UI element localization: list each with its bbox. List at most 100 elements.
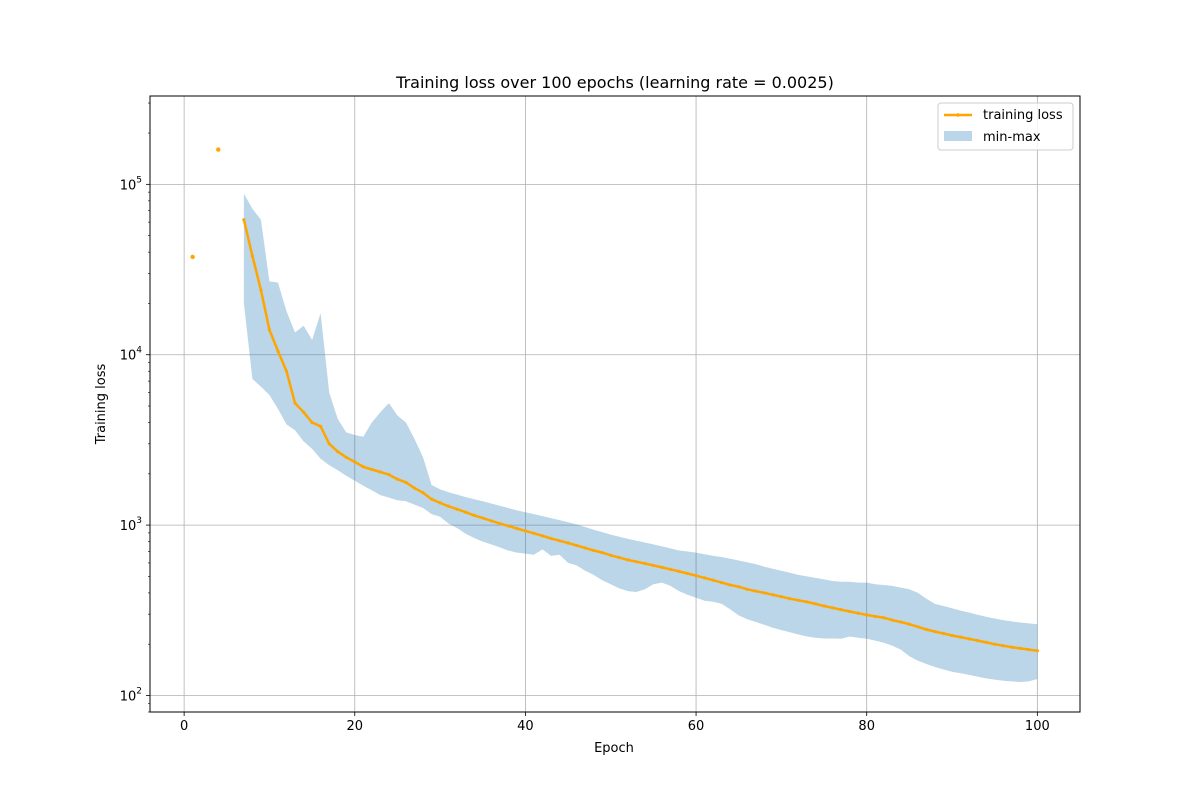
training-loss-point (447, 504, 451, 508)
x-tick-label: 60 (688, 719, 705, 734)
y-tick-label: 104 (120, 346, 143, 364)
x-axis-title: Epoch (594, 741, 634, 756)
training-loss-point (967, 637, 971, 641)
training-loss-point (600, 550, 604, 555)
y-tick-label: 105 (120, 175, 142, 193)
y-tick-label-exponent: 4 (136, 346, 142, 356)
legend-label-min-max: min-max (983, 130, 1041, 145)
training-loss-point (609, 553, 613, 557)
training-loss-point (882, 616, 886, 620)
training-loss-point (993, 642, 997, 646)
training-loss-point (592, 548, 596, 553)
training-loss-point (455, 507, 459, 511)
training-loss-point (489, 519, 493, 523)
training-loss-point (557, 539, 562, 543)
y-tick-label-exponent: 5 (136, 175, 142, 185)
training-loss-point (284, 369, 289, 373)
training-loss-point (771, 593, 775, 597)
training-loss-point (506, 524, 510, 528)
training-loss-point (319, 424, 323, 428)
training-loss-point (412, 486, 417, 490)
training-loss-point (549, 536, 553, 541)
y-tick-label-base: 10 (120, 689, 137, 704)
legend-band-swatch (944, 131, 972, 141)
training-loss-point (617, 555, 621, 560)
training-loss-point (984, 640, 988, 644)
training-loss-point (301, 410, 306, 414)
training-loss-point (523, 529, 528, 533)
training-loss-point (472, 513, 476, 518)
grid (150, 96, 1080, 712)
y-tick-label-base: 10 (120, 349, 137, 364)
training-loss-point (532, 531, 536, 535)
y-tick-label: 102 (120, 686, 142, 704)
training-loss-point (259, 288, 263, 292)
training-loss-point (634, 560, 638, 564)
min-max-band-area (243, 193, 1038, 683)
training-loss-point (327, 442, 331, 446)
training-loss-point (387, 472, 391, 477)
training-loss-point (924, 627, 929, 632)
x-tick-label: 20 (346, 719, 363, 734)
training-loss-point (941, 631, 946, 636)
x-tick-label: 80 (858, 719, 875, 734)
training-loss-isolated-point (190, 254, 195, 260)
training-loss-point (873, 614, 877, 619)
training-loss-point (540, 534, 545, 538)
legend: training loss min-max (937, 102, 1074, 151)
training-loss-point (694, 574, 698, 578)
training-loss-line (190, 147, 1039, 653)
chart-title: Training loss over 100 epochs (learning … (395, 73, 834, 92)
y-axis-title: Training loss (94, 364, 109, 446)
training-loss-point (822, 604, 826, 608)
x-axis-ticks: 0 20 40 60 80 100 (180, 712, 1050, 734)
training-loss-point (361, 465, 365, 469)
training-loss-point (242, 218, 246, 222)
training-loss-point (890, 618, 894, 622)
training-loss-point (626, 558, 630, 562)
training-loss-isolated-point (216, 147, 221, 152)
training-loss-point (907, 622, 911, 626)
training-loss-point (950, 633, 954, 638)
training-loss-point (754, 589, 758, 593)
training-loss-point (839, 608, 843, 612)
training-loss-point (830, 606, 835, 610)
training-loss-point (421, 491, 425, 495)
training-loss-point (720, 580, 724, 585)
training-loss-point (583, 546, 587, 550)
training-loss-point (293, 401, 297, 405)
training-loss-point (779, 595, 783, 599)
training-loss-point (498, 522, 502, 526)
training-loss-point (353, 460, 357, 464)
training-loss-point (865, 613, 869, 617)
y-tick-label: 103 (120, 516, 142, 534)
training-loss-point (702, 576, 707, 580)
training-loss-point (796, 598, 801, 602)
training-loss-point (395, 477, 400, 481)
training-loss-point (728, 583, 732, 587)
training-loss-point (1027, 647, 1031, 652)
training-loss-point (276, 349, 280, 353)
training-loss-point (566, 541, 570, 545)
training-loss-point (310, 420, 314, 425)
y-tick-label-exponent: 2 (136, 686, 142, 696)
training-loss-point (848, 609, 852, 614)
training-loss-point (1010, 645, 1014, 649)
training-loss-point (745, 587, 749, 591)
training-loss-point (370, 467, 374, 472)
training-loss-point (378, 470, 382, 474)
training-loss-point (685, 571, 690, 576)
training-loss-point (438, 501, 442, 505)
training-loss-point (643, 561, 647, 566)
training-loss-point (899, 620, 903, 624)
training-loss-polyline (242, 219, 1038, 653)
training-loss-point (575, 543, 579, 548)
min-max-band (243, 193, 1038, 683)
training-loss-point (958, 635, 963, 639)
x-tick-label: 40 (517, 719, 534, 734)
x-tick-label: 0 (180, 719, 188, 734)
training-loss-point (1001, 644, 1005, 648)
training-loss-point (856, 611, 860, 615)
